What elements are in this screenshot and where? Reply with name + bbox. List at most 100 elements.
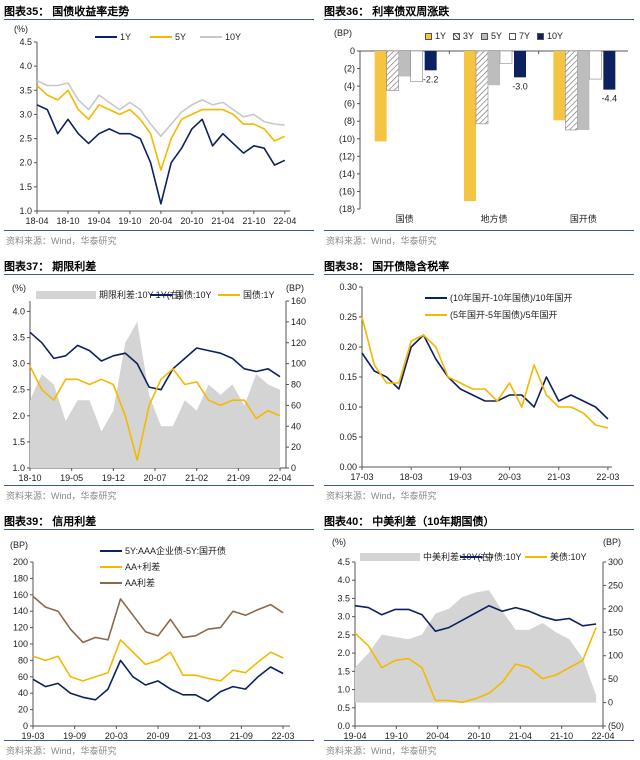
bar-7Y [589,50,602,80]
chart-title: 图表39： 信用利差 [4,516,97,528]
area-series-0 [30,321,281,468]
y-tick-label: 200 [13,557,28,567]
x-tick-label: 19-05 [60,473,83,483]
x-tick-label: 21-09 [227,473,250,483]
divider [4,740,314,741]
legend-swatch [537,32,544,40]
legend-swatch [453,32,460,40]
chart-svg: 1.0 1.5 2.0 2.5 3.0 3.5 4.0 0 20 40 60 80 100 120 140 1… [12,296,306,483]
y2-tick-label: 60 [291,400,301,410]
legend-swatch [525,555,547,558]
y2-tick-label: 50 [608,674,618,684]
y-tick-label: 3.0 [337,612,350,622]
x-tick-label: 21-03 [547,472,570,482]
chart-title: 图表40： 中美利差（10年期国债） [324,516,495,528]
x-tick-label: 19-12 [102,473,125,483]
divider [324,274,634,275]
legend-label: 国债:1Y [243,290,275,300]
y2-tick-label: 20 [291,442,301,452]
legend-swatch [218,293,240,296]
chart-title: 图表35： 国债收益率走势 [4,6,130,18]
data-label: -3.0 [512,81,528,91]
y-tick-label: 1.5 [12,437,25,447]
x-tick-label: 20-04 [426,731,449,741]
y-tick-label: 100 [13,639,28,649]
x-tick-label: 20-07 [144,473,167,483]
y-tick-label: 0.25 [339,312,357,322]
bar-5Y [577,51,590,130]
line-series-0 [32,659,284,703]
x-tick-label: 22-04 [591,731,614,741]
legend-swatch [425,313,447,316]
x-tick-label: 19-03 [21,731,44,741]
source-note: 资料来源：Wind，华泰研究 [6,491,117,501]
y-tick-label: 1.0 [337,685,350,695]
legend-label: 7Y [519,31,531,41]
y-tick-label: 0.20 [339,342,357,352]
x-tick-label: 21-10 [550,731,573,741]
y-tick-label: 80 [18,655,28,665]
x-tick-label: 18-10 [56,216,79,226]
legend-swatch [360,552,420,561]
chart-title: 图表38： 国开债隐含税率 [324,261,450,273]
legend-label: 5Y:AAA企业债-5Y:国开债 [125,546,227,556]
chart-svg: 0.0 0.5 1.0 1.5 2.0 2.5 3.0 3.5 4.0 4.5 (50) 0 50 100… [337,557,624,741]
y-tick-label: 2.0 [12,411,25,421]
chart-panel-c36: 图表36： 利率债双周涨跌 资料来源：Wind，华泰研究 (BP) (18) (16)(… [320,0,640,253]
chart-panel-c37: 图表37： 期限利差 资料来源：Wind，华泰研究 (%) (BP) 1.0 1.5 2.0… [0,255,320,508]
x-tick-label: 21-09 [230,731,253,741]
y2-axis-unit: (BP) [286,283,304,293]
x-tick-label: 22-04 [273,216,296,226]
x-tick-label: 22-04 [269,473,292,483]
legend-swatch [100,581,122,584]
legend-item: 国债:1Y [218,288,275,301]
divider [4,485,314,486]
y-tick-label: 180 [13,573,28,583]
y-tick-label: 2.5 [12,385,25,395]
source-note: 资料来源：Wind，华泰研究 [6,236,117,246]
legend-item: AA+利差 [100,560,160,573]
x-tick-label: 21-04 [509,731,532,741]
line-series-1 [361,316,609,429]
legend-label: (10年国开-10年国债)/10年国开 [450,293,573,303]
legend-item: 中美利差:10Y(右) [360,550,493,563]
y-tick-label: 40 [18,688,28,698]
legend-item: 期限利差:10Y-1Y(右) [36,288,182,301]
bar-10Y [424,51,437,71]
area-series-0 [355,590,597,703]
x-tick-label: 20-04 [149,216,172,226]
legend-label: 3Y [463,31,475,41]
y-tick-label: 0.5 [337,703,350,713]
bar-1Y [464,51,476,202]
divider [324,230,634,231]
chart-svg: 1.0 1.5 2.0 2.5 3.0 3.5 4.0 4.5 18-04 18-10 19-04 1… [19,37,296,226]
chart-svg: (18) (16) (14) (12) (10) (8) (6) (4) (2) 0 国债 -2.2 地… [339,46,628,224]
legend-label: AA利差 [125,578,156,588]
y-tick-label: 2.0 [19,158,32,168]
legend-label: 国债:10Y [175,290,212,300]
y2-tick-label: 160 [291,296,306,306]
x-tick-label: 20-03 [105,731,128,741]
chart-title: 图表37： 期限利差 [4,261,97,273]
chart-svg: 0.00 0.05 0.10 0.15 0.20 0.25 0.30 17-03 18-03 19… [339,282,619,482]
bar-1Y [553,51,566,121]
divider [4,274,314,275]
legend-swatch [100,549,122,552]
line-series-0 [361,334,609,420]
legend-item: 5Y [481,31,502,41]
bar-7Y [499,50,513,64]
divider [324,19,634,20]
x-tick-label: 19-03 [449,472,472,482]
x-tick-label: 20-03 [498,472,521,482]
y-tick-label: 1.0 [12,463,25,473]
divider [4,529,314,530]
y-tick-label: 3.0 [19,109,32,119]
y-axis-unit: (%) [14,24,28,34]
legend-swatch [150,36,172,38]
y-tick-label: 0.0 [337,721,350,731]
bar-10Y [603,51,616,90]
divider [324,740,634,741]
data-label: -4.4 [602,94,618,104]
y-tick-label: 1.5 [337,666,350,676]
